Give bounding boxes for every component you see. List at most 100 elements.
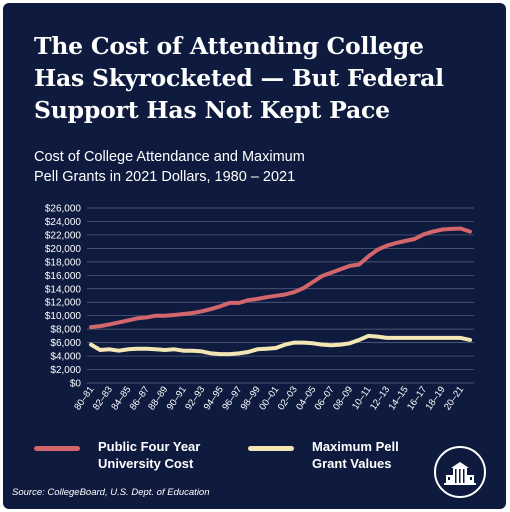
- data-point-public-cost: [357, 262, 361, 267]
- y-tick-label: $4,000: [50, 352, 81, 363]
- y-tick-label: $12,000: [45, 298, 82, 309]
- data-point-public-cost: [403, 239, 407, 243]
- data-point-public-cost: [431, 229, 435, 234]
- data-point-public-cost: [366, 254, 370, 259]
- data-point-pell-grant: [200, 349, 204, 353]
- y-tick-label: $18,000: [45, 257, 82, 268]
- data-point-pell-grant: [163, 348, 167, 352]
- y-tick-label: $2,000: [50, 365, 81, 376]
- y-tick-label: $8,000: [50, 325, 81, 336]
- data-point-pell-grant: [366, 334, 370, 338]
- data-point-pell-grant: [117, 349, 121, 353]
- legend-item-public-cost: Public Four Year University Cost: [34, 438, 200, 472]
- data-point-public-cost: [338, 267, 343, 271]
- data-point-pell-grant: [255, 347, 259, 351]
- data-point-pell-grant: [403, 336, 407, 340]
- data-point-pell-grant: [135, 347, 139, 351]
- data-point-pell-grant: [154, 347, 158, 351]
- title-line-2: Has Skyrocketed — But Federal: [34, 64, 444, 92]
- data-point-pell-grant: [89, 343, 93, 347]
- data-point-public-cost: [394, 241, 398, 245]
- data-point-pell-grant: [246, 350, 250, 354]
- data-point-pell-grant: [191, 349, 195, 353]
- white-house-seal-icon: [434, 446, 486, 498]
- data-point-public-cost: [200, 309, 204, 313]
- data-point-pell-grant: [283, 343, 287, 347]
- data-point-public-cost: [246, 298, 250, 302]
- data-point-pell-grant: [292, 341, 296, 345]
- data-point-public-cost: [89, 325, 93, 329]
- title-line-1: The Cost of Attending College: [34, 32, 424, 60]
- data-point-pell-grant: [375, 334, 380, 339]
- data-point-pell-grant: [228, 352, 232, 356]
- data-point-public-cost: [348, 264, 352, 268]
- y-tick-label: $16,000: [45, 271, 82, 282]
- data-point-pell-grant: [449, 336, 454, 340]
- legend-swatch-public-cost: [34, 446, 80, 451]
- y-tick-label: $22,000: [45, 230, 82, 241]
- legend-item-pell-grant: Maximum Pell Grant Values: [248, 438, 399, 472]
- data-point-pell-grant: [144, 347, 149, 351]
- data-point-pell-grant: [302, 341, 306, 345]
- y-tick-label: $6,000: [50, 338, 81, 349]
- data-point-pell-grant: [440, 336, 444, 340]
- data-point-pell-grant: [218, 352, 223, 356]
- data-point-public-cost: [468, 229, 472, 234]
- data-point-pell-grant: [329, 343, 333, 347]
- data-point-public-cost: [107, 322, 112, 327]
- data-point-public-cost: [154, 314, 158, 318]
- data-point-public-cost: [375, 248, 380, 252]
- data-point-public-cost: [459, 226, 463, 231]
- data-point-pell-grant: [237, 351, 241, 355]
- legend-pell-line-2: Grant Values: [312, 456, 392, 471]
- y-tick-label: $14,000: [45, 284, 82, 295]
- data-point-public-cost: [144, 315, 149, 319]
- y-tick-label: $10,000: [45, 311, 82, 322]
- y-tick-label: $24,000: [45, 217, 82, 228]
- y-tick-label: $0: [70, 379, 82, 390]
- data-point-public-cost: [255, 297, 259, 301]
- data-point-pell-grant: [311, 341, 315, 345]
- data-point-pell-grant: [422, 336, 426, 340]
- legend-label-public-cost: Public Four Year University Cost: [98, 438, 200, 472]
- data-point-public-cost: [283, 292, 287, 297]
- data-point-public-cost: [302, 286, 306, 290]
- data-point-public-cost: [320, 274, 324, 278]
- legend-pell-line-1: Maximum Pell: [312, 439, 399, 454]
- source-note: Source: CollegeBoard, U.S. Dept. of Educ…: [12, 487, 210, 498]
- data-point-pell-grant: [265, 347, 269, 351]
- data-point-public-cost: [218, 304, 223, 308]
- infographic-card: [3, 3, 506, 509]
- data-point-public-cost: [265, 295, 269, 299]
- data-point-public-cost: [385, 244, 389, 248]
- page-title: The Cost of Attending College Has Skyroc…: [34, 30, 494, 126]
- data-point-pell-grant: [431, 336, 435, 340]
- data-point-public-cost: [292, 290, 296, 294]
- data-point-public-cost: [181, 312, 186, 316]
- data-point-pell-grant: [181, 349, 186, 353]
- data-point-public-cost: [440, 227, 444, 232]
- y-tick-label: $26,000: [45, 204, 82, 215]
- data-point-public-cost: [163, 314, 167, 318]
- data-point-public-cost: [135, 316, 139, 320]
- data-point-public-cost: [412, 237, 417, 241]
- data-point-public-cost: [422, 232, 426, 236]
- data-point-pell-grant: [107, 347, 112, 351]
- subtitle-line-1: Cost of College Attendance and Maximum: [34, 149, 305, 165]
- data-point-public-cost: [209, 307, 213, 311]
- data-point-pell-grant: [357, 338, 361, 342]
- data-point-pell-grant: [172, 347, 176, 351]
- data-point-public-cost: [172, 313, 176, 317]
- data-point-pell-grant: [338, 343, 343, 347]
- chart-subtitle: Cost of College Attendance and Maximum P…: [34, 147, 474, 187]
- data-point-pell-grant: [412, 336, 417, 340]
- data-point-public-cost: [191, 311, 195, 315]
- data-point-public-cost: [237, 301, 241, 305]
- data-point-pell-grant: [274, 346, 278, 350]
- series-line-public-cost: [89, 226, 472, 330]
- data-point-pell-grant: [394, 336, 398, 340]
- data-point-pell-grant: [126, 347, 130, 351]
- data-point-pell-grant: [98, 348, 102, 352]
- legend-public-line-2: University Cost: [98, 456, 194, 471]
